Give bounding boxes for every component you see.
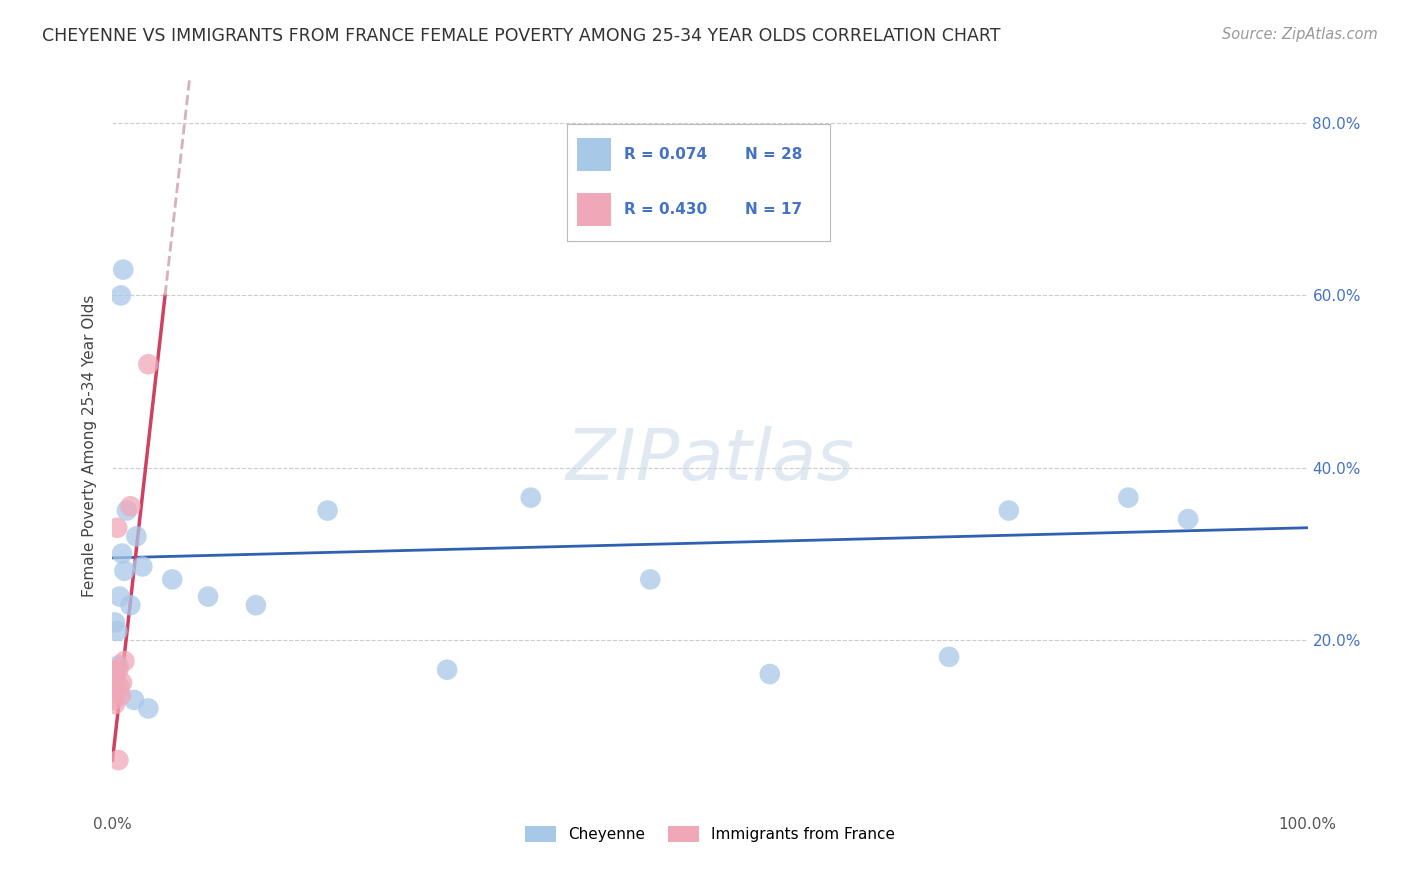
Point <box>122 693 145 707</box>
Point <box>103 693 125 707</box>
Point <box>110 689 132 703</box>
Point <box>138 357 160 371</box>
Point <box>436 663 458 677</box>
Point <box>103 675 125 690</box>
Point <box>640 573 662 587</box>
Point <box>125 529 148 543</box>
Point <box>103 663 125 677</box>
Point <box>107 753 129 767</box>
Point <box>115 503 138 517</box>
Point <box>112 262 135 277</box>
Y-axis label: Female Poverty Among 25-34 Year Olds: Female Poverty Among 25-34 Year Olds <box>82 295 97 597</box>
Point <box>162 573 183 587</box>
Point <box>111 547 134 561</box>
Legend: Cheyenne, Immigrants from France: Cheyenne, Immigrants from France <box>519 820 901 848</box>
Point <box>107 663 129 677</box>
Point <box>105 667 128 681</box>
Point <box>105 624 128 638</box>
Point <box>759 667 782 681</box>
Point <box>131 559 153 574</box>
Point <box>104 684 127 698</box>
Text: ZIPatlas: ZIPatlas <box>565 426 855 495</box>
Point <box>245 598 267 612</box>
Point <box>120 598 142 612</box>
Text: CHEYENNE VS IMMIGRANTS FROM FRANCE FEMALE POVERTY AMONG 25-34 YEAR OLDS CORRELAT: CHEYENNE VS IMMIGRANTS FROM FRANCE FEMAL… <box>42 27 1001 45</box>
Point <box>108 680 131 694</box>
Point <box>114 564 135 578</box>
Text: Source: ZipAtlas.com: Source: ZipAtlas.com <box>1222 27 1378 42</box>
Point <box>105 675 128 690</box>
Point <box>108 590 131 604</box>
Point <box>998 503 1021 517</box>
Point <box>1177 512 1199 526</box>
Point <box>104 615 127 630</box>
Point <box>520 491 543 505</box>
Point <box>103 671 125 685</box>
Point <box>110 288 132 302</box>
Point <box>107 658 129 673</box>
Point <box>111 675 134 690</box>
Point <box>105 521 128 535</box>
Point <box>138 701 160 715</box>
Point <box>316 503 339 517</box>
Point <box>105 684 128 698</box>
Point <box>114 654 135 668</box>
Point <box>104 667 127 681</box>
Point <box>197 590 219 604</box>
Point <box>120 500 142 514</box>
Point <box>104 697 127 711</box>
Point <box>938 649 960 664</box>
Point <box>1118 491 1140 505</box>
